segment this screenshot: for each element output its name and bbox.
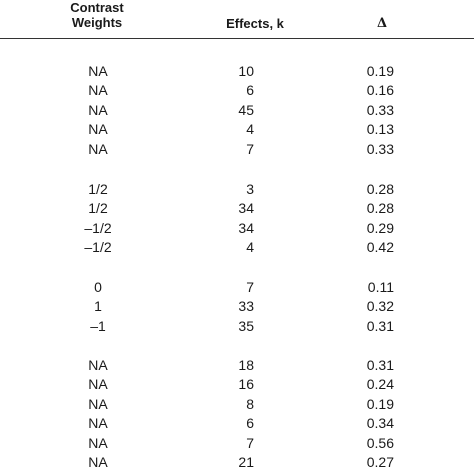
header-effects-k: Effects, k [226,16,284,31]
effects-k-cell: 18 [238,357,254,373]
contrast-weight-cell: –1/2 [84,239,112,256]
table-row: NA 16 0.24 [0,375,474,394]
delta-cell: 0.13 [366,121,394,138]
effects-k-cell: 6 [246,82,254,99]
contrast-weight-cell: 1/2 [88,200,108,217]
contrast-weight-cell: NA [88,376,108,393]
contrast-weight-cell: NA [88,454,108,470]
delta-cell: 0.56 [366,434,394,451]
effects-k-cell: 34 [238,200,254,217]
table-row: NA 7 0.56 [0,434,474,453]
header-weights-line: Weights [71,15,123,30]
table-row: –1/2 34 0.29 [0,219,474,238]
effects-k-cell: 34 [238,219,254,236]
effects-k-cell: 6 [246,415,254,432]
effects-k-cell: 7 [246,140,254,157]
effects-k-cell: 16 [238,376,254,393]
contrast-weight-cell: –1 [90,317,106,334]
table-header: Contrast Weights Effects, k Δ [0,0,474,38]
table-row: NA 7 0.33 [0,140,474,159]
table-row: –1 35 0.31 [0,317,474,336]
contrast-weight-cell: NA [88,82,108,99]
table-row: NA 18 0.31 [0,356,474,375]
effects-k-cell: 3 [246,181,254,197]
contrast-weight-cell: NA [88,415,108,432]
effects-k-cell: 21 [238,454,254,470]
contrast-weight-cell: NA [88,434,108,451]
delta-cell: 0.11 [367,279,394,295]
contrast-weight-cell: NA [88,101,108,118]
effects-k-cell: 10 [238,63,254,79]
table-row: NA 6 0.16 [0,81,474,100]
contrast-weight-cell: 1/2 [88,181,108,197]
delta-cell: 0.33 [366,140,394,157]
delta-cell: 0.31 [366,357,394,373]
table-row: 0 7 0.11 [0,278,474,297]
delta-cell: 0.31 [366,317,394,334]
effects-k-cell: 35 [238,317,254,334]
table-row: NA 6 0.34 [0,414,474,433]
delta-cell: 0.27 [366,454,394,470]
table-row: 1/2 34 0.28 [0,199,474,218]
delta-cell: 0.42 [366,239,394,256]
header-contrast-weights: Contrast Weights [52,0,142,30]
contrast-weight-cell: NA [88,357,108,373]
delta-cell: 0.34 [366,415,394,432]
table-row: 1 33 0.32 [0,297,474,316]
table-row: NA 10 0.19 [0,62,474,81]
contrast-weight-cell: 0 [94,279,102,295]
contrast-weight-cell: NA [88,395,108,412]
delta-cell: 0.24 [366,376,394,393]
header-contrast-line: Contrast [70,0,124,15]
table-row: NA 21 0.27 [0,453,474,472]
table-row: NA 4 0.13 [0,120,474,139]
contrast-weight-cell: NA [88,121,108,138]
header-rule [0,38,474,39]
header-delta: Δ [376,16,388,31]
effects-k-cell: 4 [246,121,254,138]
delta-cell: 0.19 [366,395,394,412]
effects-k-cell: 4 [246,239,254,256]
table-row: NA 45 0.33 [0,101,474,120]
contrast-weight-cell: –1/2 [84,219,112,236]
delta-cell: 0.29 [366,219,394,236]
delta-cell: 0.32 [366,298,394,315]
table-row: NA 8 0.19 [0,395,474,414]
contrast-weight-cell: 1 [94,298,102,315]
effects-k-cell: 7 [246,279,254,295]
delta-cell: 0.16 [366,82,394,99]
table-row: 1/2 3 0.28 [0,180,474,199]
table-row: –1/2 4 0.42 [0,238,474,257]
effects-k-cell: 7 [246,434,254,451]
delta-cell: 0.28 [366,200,394,217]
contrast-weight-cell: NA [88,140,108,157]
effects-k-cell: 33 [238,298,254,315]
effects-k-cell: 8 [246,395,254,412]
delta-cell: 0.28 [366,181,394,197]
delta-cell: 0.19 [366,63,394,79]
delta-cell: 0.33 [366,101,394,118]
effects-k-cell: 45 [238,101,254,118]
contrast-weight-cell: NA [88,63,108,79]
